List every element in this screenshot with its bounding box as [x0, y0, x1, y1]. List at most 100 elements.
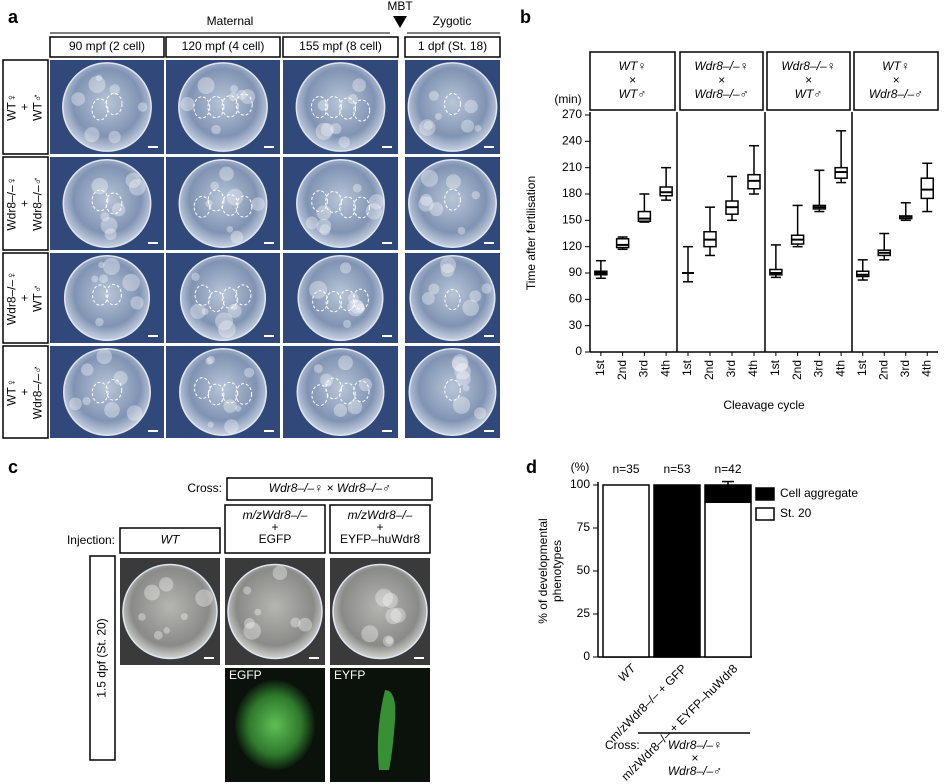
yolk-granule: [243, 586, 252, 595]
yolk-granule: [469, 290, 482, 303]
panel-label: a: [8, 7, 19, 27]
panel-label: d: [526, 457, 537, 477]
box: [637, 210, 652, 222]
yolk-granule: [347, 399, 363, 415]
label-box: [2, 345, 49, 439]
label-box: [853, 51, 939, 111]
cell-outline: [221, 287, 238, 309]
x-axis-label: Cleavage cycle: [723, 398, 805, 412]
label-box: [589, 51, 676, 111]
mbt-label: MBT: [387, 0, 413, 13]
yolk-granule: [102, 257, 120, 275]
column-header: WT: [161, 533, 181, 547]
legend-swatch: [755, 487, 775, 501]
column-header: 1 dpf (St. 18): [418, 39, 487, 53]
bar-segment: [602, 484, 650, 658]
yolk-granule: [355, 303, 366, 314]
yolk-granule: [138, 613, 146, 621]
embryo: [332, 563, 428, 660]
embryo: [179, 348, 267, 436]
yolk-granule: [272, 565, 288, 581]
yolk-granule: [481, 283, 492, 294]
yolk-granule: [445, 174, 461, 190]
yolk-granule: [100, 212, 110, 222]
yolk-granule: [80, 363, 94, 376]
yolk-granule: [338, 355, 353, 371]
yolk-granule: [235, 405, 242, 412]
embryo: [409, 254, 496, 342]
yolk-granule: [69, 397, 82, 411]
embryo: [63, 348, 151, 436]
yfp-signal: [377, 690, 396, 770]
x-tick-label: 3rd: [812, 360, 826, 377]
yolk-granule: [128, 178, 146, 196]
yolk-granule: [352, 183, 362, 193]
yolk-granule: [163, 627, 170, 634]
x-tick-label: 4th: [658, 360, 672, 377]
yolk-granule: [474, 407, 487, 420]
yolk-granule: [230, 84, 238, 93]
box: [615, 238, 630, 249]
yolk-granule: [95, 74, 103, 82]
yolk-granule: [460, 119, 475, 133]
cell-outline: [325, 191, 342, 213]
cell-outline: [221, 95, 239, 118]
yolk-granule: [330, 123, 342, 135]
x-tick-label: 2nd: [790, 360, 804, 380]
cell-outline: [311, 190, 328, 213]
yolk-granule: [456, 371, 471, 386]
yolk-granule: [428, 283, 440, 295]
y-axis-label: phenotypes: [550, 540, 564, 602]
group-header: ×: [805, 73, 812, 87]
label-box: [226, 477, 433, 501]
cell-outline: [310, 96, 328, 119]
legend-label: St. 20: [780, 506, 812, 520]
yolk-granule: [109, 84, 120, 95]
yolk-granule: [385, 608, 402, 625]
x-tick-label: 3rd: [724, 360, 738, 377]
yolk-granule: [319, 224, 331, 236]
yolk-granule: [305, 216, 319, 230]
column-header: m/zWdr8–/–: [348, 508, 413, 522]
group-header: Maternal: [207, 14, 254, 28]
yolk-granule: [309, 280, 328, 299]
embryo: [178, 62, 268, 152]
yolk-granule: [210, 181, 219, 191]
y-tick-label: 150: [562, 213, 582, 227]
embryo: [408, 159, 497, 248]
cell-outline: [207, 189, 225, 212]
x-tick-label: 4th: [833, 360, 847, 377]
x-tick-label: 3rd: [898, 360, 912, 377]
yolk-granule: [298, 617, 313, 632]
yolk-granule: [452, 356, 468, 373]
yolk-granule: [390, 607, 406, 623]
cell-outline: [353, 196, 370, 219]
cell-outline: [105, 378, 123, 401]
yolk-granule: [474, 124, 482, 132]
cell-outline: [312, 290, 329, 312]
gfp-signal: [235, 680, 315, 770]
cell-outline: [352, 380, 370, 403]
x-tick-label: 1st: [855, 359, 869, 376]
y-tick-label: 30: [569, 318, 583, 332]
embryo: [122, 563, 218, 660]
cross: Wdr8–/–♀: [668, 738, 722, 752]
x-tick-label: 1st: [680, 359, 694, 376]
cross-label: Cross:: [605, 738, 640, 752]
cell-outline: [92, 284, 109, 306]
yolk-granule: [451, 354, 469, 372]
cell-outline: [207, 383, 225, 406]
yolk-granule: [95, 317, 104, 327]
y-tick-label: 25: [577, 606, 591, 620]
yolk-granule: [231, 304, 238, 311]
yolk-granule: [195, 589, 213, 607]
label-box: [2, 59, 49, 155]
cell-outline: [339, 289, 356, 312]
legend-label: Cell aggregate: [780, 486, 858, 500]
bar-segment: [704, 501, 752, 658]
cell-outline: [105, 192, 123, 215]
row-label: +: [18, 200, 32, 207]
row-label: WT♂: [31, 93, 45, 121]
x-tick-label: WT: [615, 660, 639, 684]
y-tick-label: 75: [577, 520, 591, 534]
